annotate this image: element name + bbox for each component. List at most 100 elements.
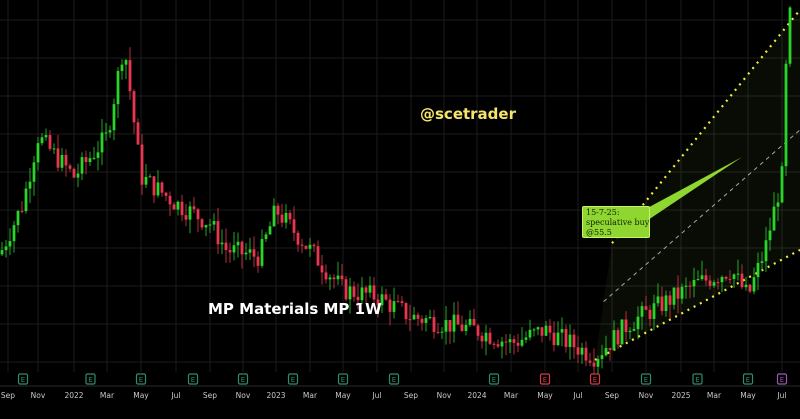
annotation-line-3: @55.5 [586, 228, 612, 237]
candle-body [404, 303, 408, 320]
candle-body [288, 212, 292, 220]
candle-body [608, 348, 612, 350]
candle-body [672, 287, 676, 305]
candle-body [280, 214, 284, 223]
earnings-marker-icon: E [187, 373, 199, 385]
candle-body [204, 225, 208, 228]
candle-body [28, 181, 32, 189]
candle-body [244, 252, 248, 255]
candle-body [556, 332, 560, 346]
candle-body [616, 330, 620, 345]
candle-body [36, 143, 40, 163]
x-tick-label: Sep [605, 391, 619, 400]
candle-body [64, 155, 68, 166]
x-axis-band [0, 386, 800, 419]
candle-body [756, 262, 760, 278]
candle-body [392, 301, 396, 312]
earnings-marker-icon: E [388, 373, 400, 385]
candle-body [220, 242, 224, 245]
candle-body [140, 144, 144, 185]
candle-body [468, 318, 472, 325]
candle-body [104, 132, 108, 134]
candle-body [368, 285, 372, 293]
candle-body [708, 280, 712, 286]
candle-body [448, 320, 452, 332]
svg-text:E: E [695, 376, 699, 384]
candle-body [464, 324, 468, 331]
candle-body [664, 295, 668, 312]
candle-body [624, 319, 628, 333]
x-tick-label: 2025 [671, 391, 690, 400]
svg-text:E: E [644, 376, 648, 384]
candle-body [416, 314, 420, 319]
candle-body [700, 275, 704, 280]
candle-body [124, 60, 128, 65]
candle-body [552, 332, 556, 346]
candle-body [240, 241, 244, 255]
candle-body [596, 359, 600, 367]
candle-body [504, 341, 508, 343]
candle-body [88, 158, 92, 163]
candle-body [96, 152, 100, 158]
earnings-marker-icon: E [488, 373, 500, 385]
candle-body [752, 277, 756, 292]
x-tick-label: 2023 [266, 391, 285, 400]
candle-body [56, 148, 60, 168]
candle-body [532, 329, 536, 331]
svg-text:E: E [191, 376, 195, 384]
candle-body [0, 250, 4, 255]
candle-body [768, 230, 772, 241]
candle-body [328, 277, 332, 280]
svg-text:E: E [593, 376, 597, 384]
channel-upper-line [611, 9, 800, 244]
svg-text:E: E [392, 376, 396, 384]
candle-body [540, 327, 544, 336]
candle-body [724, 276, 728, 279]
earnings-marker-icon: E [287, 373, 299, 385]
x-tick-label: Jul [776, 391, 786, 400]
candle-body [408, 319, 412, 321]
annotation-pointer-shape [640, 157, 742, 220]
earnings-marker-icon: E [85, 373, 96, 385]
x-tick-label: Sep [203, 391, 217, 400]
earnings-marker-icon: E [337, 373, 349, 385]
candle-body [120, 64, 124, 72]
candle-body [208, 224, 212, 226]
candles [0, 6, 792, 381]
candle-body [400, 301, 404, 304]
candle-body [488, 332, 492, 344]
candle-body [320, 265, 324, 273]
candle-body [112, 104, 116, 131]
candle-body [196, 209, 200, 220]
x-tick-label: May [133, 391, 149, 400]
candle-body [548, 325, 552, 333]
candle-body [660, 296, 664, 312]
candle-body [144, 176, 148, 185]
candle-body [148, 176, 152, 178]
candle-body [260, 239, 264, 266]
candle-body [8, 241, 12, 247]
earnings-marker-icon: E [640, 373, 652, 385]
candle-body [568, 334, 572, 347]
annotation-callout[interactable]: 15-7-25: speculative buy @55.5 [582, 206, 650, 238]
candle-body [156, 182, 160, 196]
earnings-marker-icon: E [237, 373, 249, 385]
candle-body [348, 286, 352, 300]
svg-text:E: E [492, 376, 496, 384]
candle-body [256, 256, 260, 266]
candle-body [60, 155, 64, 168]
candle-body [428, 317, 432, 319]
x-tick-label: May [335, 391, 351, 400]
candle-body [648, 309, 652, 319]
grid-lines [0, 0, 800, 372]
svg-text:E: E [780, 376, 784, 384]
x-tick-label: May [740, 391, 756, 400]
candle-body [444, 320, 448, 332]
x-tick-label: Mar [100, 391, 115, 400]
candle-body [308, 244, 312, 249]
candle-body [760, 261, 764, 263]
candle-body [100, 132, 104, 153]
candle-body [300, 244, 304, 246]
